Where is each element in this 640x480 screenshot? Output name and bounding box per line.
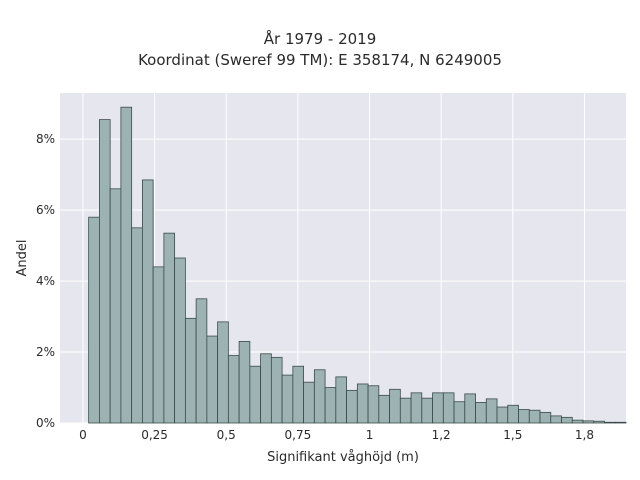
histogram-bar: [335, 376, 347, 424]
histogram-bar: [614, 421, 627, 424]
histogram-bar: [303, 381, 315, 424]
histogram-bar: [593, 420, 605, 424]
histogram-bar: [475, 402, 487, 424]
x-tick-label: 0,5: [217, 428, 236, 442]
histogram-bar: [367, 385, 380, 424]
histogram-bar: [550, 415, 562, 424]
histogram-bar: [604, 421, 616, 424]
histogram-bar: [249, 365, 262, 424]
histogram-bar: [389, 388, 401, 424]
histogram-bar: [378, 394, 390, 424]
histogram-bar: [131, 227, 143, 424]
histogram-bar: [324, 387, 337, 424]
histogram-bar: [270, 356, 283, 424]
histogram-bar: [217, 321, 229, 424]
histogram-bar: [346, 389, 358, 424]
histogram-bar: [99, 119, 111, 424]
histogram-bar: [399, 397, 412, 424]
x-tick-label: 0: [79, 428, 87, 442]
chart-title: År 1979 - 2019: [263, 30, 377, 48]
x-axis-title: Signifikant våghöjd (m): [267, 450, 419, 465]
chart-subtitle: Koordinat (Sweref 99 TM): E 358174, N 62…: [138, 51, 502, 69]
histogram-bar: [421, 397, 433, 424]
histogram-bar: [496, 406, 509, 424]
histogram-bar: [356, 383, 369, 424]
histogram-bar: [206, 335, 219, 424]
histogram-bar: [260, 353, 272, 424]
histogram-bar: [292, 365, 304, 424]
histogram-bar: [539, 411, 552, 424]
histogram-bar: [410, 392, 423, 424]
histogram-bar: [561, 416, 573, 424]
histogram-bar: [507, 404, 519, 424]
histogram-bar: [485, 398, 498, 424]
x-tick-label: 1,2: [432, 428, 451, 442]
histogram-bar: [163, 232, 176, 424]
histogram-bar: [281, 374, 294, 424]
y-tick-label: 6%: [36, 203, 55, 217]
histogram-bar: [582, 420, 595, 424]
x-tick-label: 0,25: [141, 428, 168, 442]
histogram-bar: [195, 298, 208, 424]
histogram-bar: [184, 317, 197, 424]
histogram-bar: [518, 409, 530, 424]
y-tick-label: 2%: [36, 345, 55, 359]
histogram-bar: [453, 401, 466, 424]
histogram-bar: [152, 266, 165, 424]
histogram-bar: [120, 106, 133, 424]
histogram-bar: [238, 340, 251, 424]
histogram-bar: [141, 179, 154, 424]
x-tick-label: 1: [366, 428, 374, 442]
histogram-bar: [109, 188, 122, 424]
x-tick-label: 1,8: [575, 428, 594, 442]
histogram-bar: [464, 393, 476, 424]
histogram-bar: [571, 419, 584, 424]
histogram-bar: [174, 257, 186, 424]
y-tick-label: 8%: [36, 132, 55, 146]
histogram-bar: [442, 392, 455, 424]
histogram-bar: [227, 355, 240, 424]
x-tick-label: 0,75: [285, 428, 312, 442]
histogram-bar: [88, 216, 100, 424]
histogram-bar: [432, 392, 444, 424]
y-axis-title: Andel: [15, 240, 30, 277]
histogram-bar: [313, 369, 326, 424]
y-tick-label: 0%: [36, 416, 55, 430]
histogram-bar: [528, 409, 541, 424]
x-tick-label: 1,5: [503, 428, 522, 442]
y-tick-label: 4%: [36, 274, 55, 288]
